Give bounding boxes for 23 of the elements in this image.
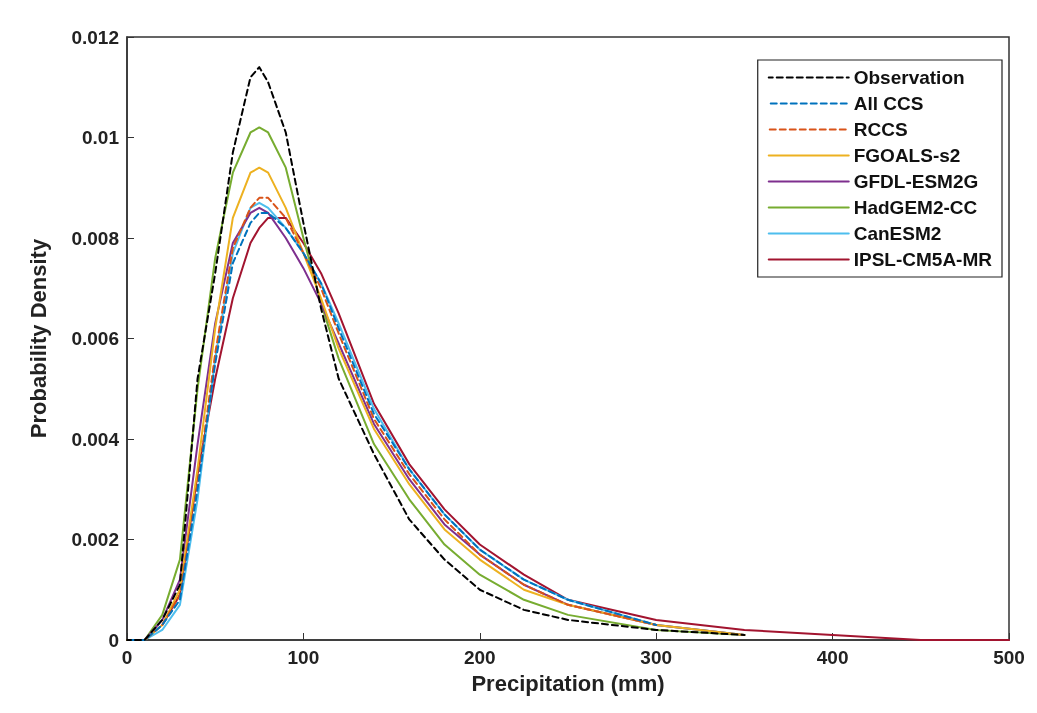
legend-label: FGOALS-s2 xyxy=(853,145,961,166)
legend-label: IPSL-CM5A-MR xyxy=(853,249,993,270)
y-tick-label: 0 xyxy=(108,629,119,651)
x-tick-label: 0 xyxy=(121,647,133,668)
legend-label: RCCS xyxy=(853,119,908,140)
legend-label: CanESM2 xyxy=(853,223,942,244)
x-tick-label: 500 xyxy=(993,647,1025,668)
y-tick-label: 0.012 xyxy=(71,26,119,48)
x-tick-label: 200 xyxy=(463,647,496,668)
x-tick-label: 100 xyxy=(287,647,320,668)
x-tick-label: 300 xyxy=(640,647,673,668)
legend-label: All CCS xyxy=(853,93,924,114)
y-tick-label: 0.002 xyxy=(71,529,119,550)
y-axis-title: Probability Density xyxy=(25,238,51,439)
y-tick-label: 0.01 xyxy=(82,127,120,148)
legend-label: GFDL-ESM2G xyxy=(853,171,979,192)
legend-label: HadGEM2-CC xyxy=(853,197,978,218)
x-axis-title: Precipitation (mm) xyxy=(471,670,665,696)
y-tick-label: 0.004 xyxy=(71,428,120,450)
y-tick-label: 0.008 xyxy=(71,227,119,249)
y-tick-label: 0.006 xyxy=(71,328,119,349)
legend-label: Observation xyxy=(853,67,965,88)
x-tick-label: 400 xyxy=(816,647,849,668)
